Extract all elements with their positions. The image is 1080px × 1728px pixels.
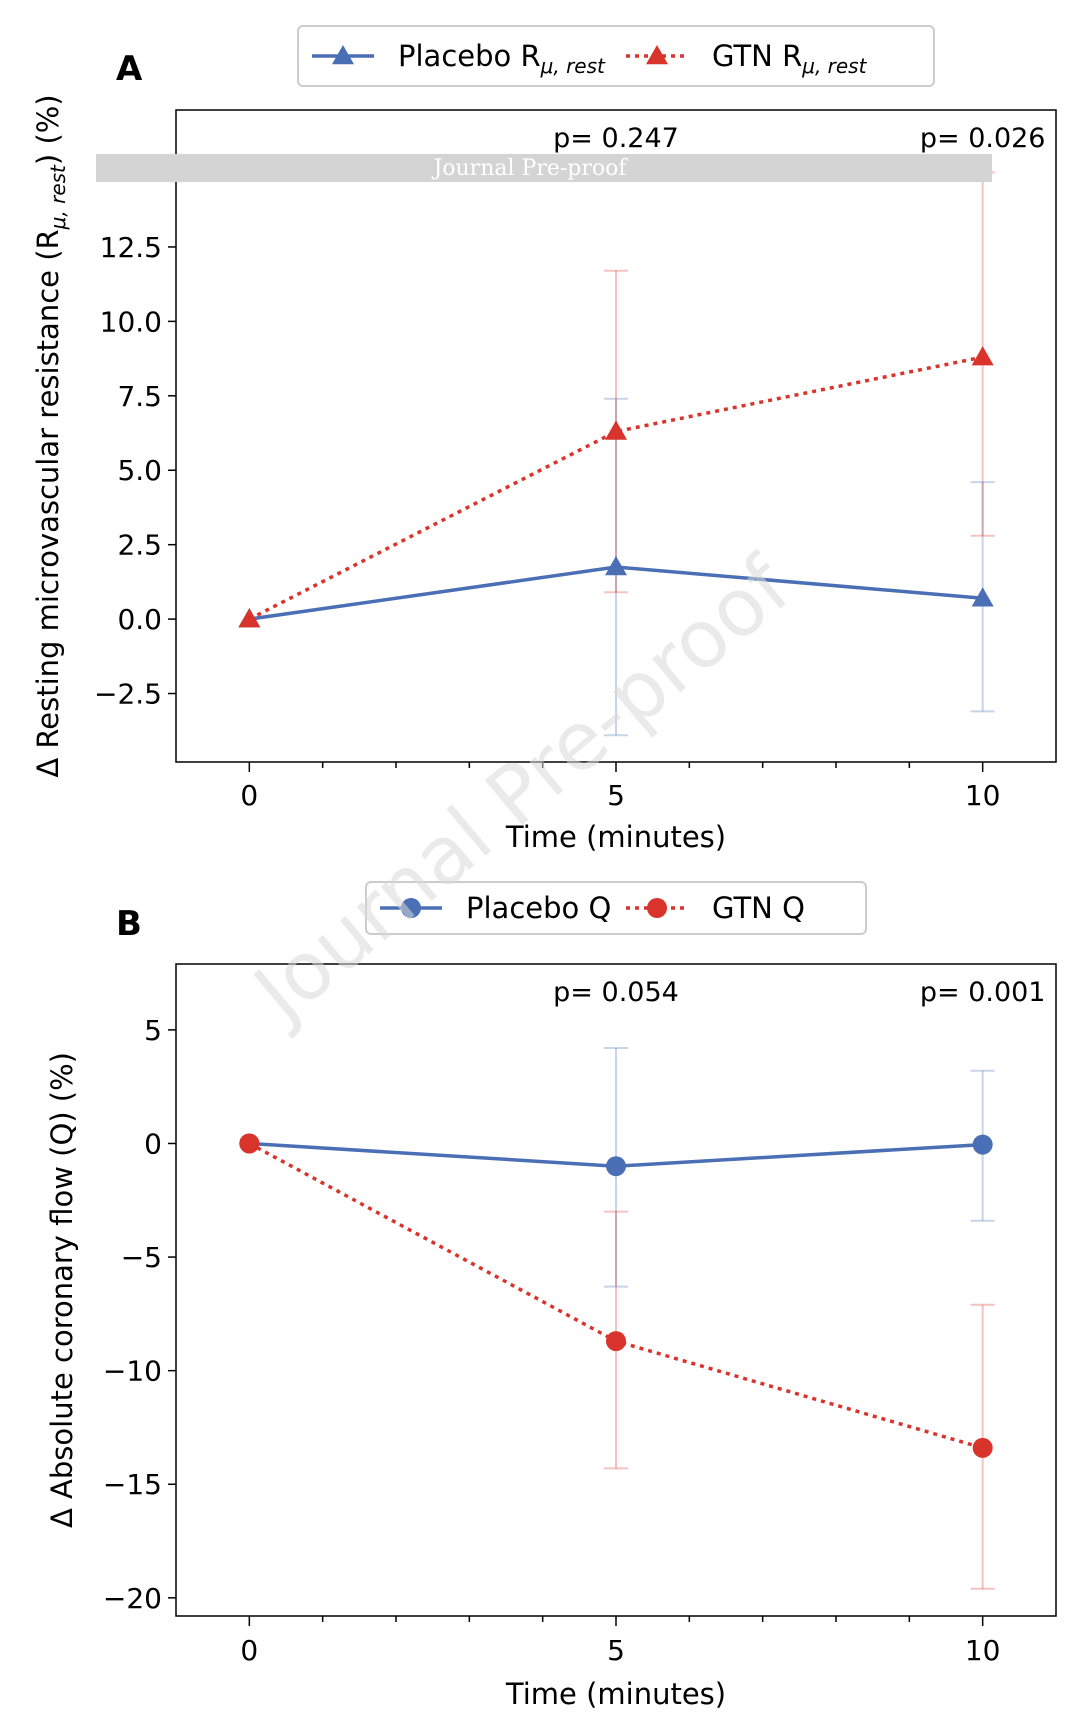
- data-point: [238, 608, 261, 628]
- y-tick-label: −15: [103, 1468, 162, 1501]
- legend-label: Placebo Q: [466, 891, 611, 925]
- y-tick-label: 10.0: [100, 305, 162, 338]
- y-tick-label: 12.5: [100, 231, 162, 264]
- preproof-banner: Journal Pre-proof: [96, 154, 992, 182]
- x-axis-label: Time (minutes): [505, 1677, 726, 1711]
- y-tick-label: 0: [144, 1127, 162, 1160]
- x-tick-label: 0: [240, 779, 258, 812]
- watermark-text: Journal Pre-proof: [233, 538, 808, 1042]
- legend-label: GTN Rμ, rest: [712, 39, 868, 78]
- chart-panel-b: B −20 −15 −10 −5 0 5 0 5 10 Time (minutes) Δ Absolu…: [45, 881, 1057, 1711]
- legend: Placebo Rμ, rest GTN Rμ, rest: [297, 25, 935, 87]
- legend-box: [297, 25, 935, 87]
- y-tick-label: −5: [121, 1241, 162, 1274]
- x-axis-label: Time (minutes): [505, 820, 726, 854]
- data-point: [971, 346, 994, 366]
- x-tick-label: 10: [965, 779, 1001, 812]
- chart-panel-a: A −2.5 0.0 2.5 5.0 7.5 10.0 12.5 0 5 10 Time (minut…: [31, 25, 1057, 854]
- data-point: [606, 1156, 626, 1177]
- data-point: [972, 1437, 993, 1458]
- data-point: [972, 1134, 993, 1155]
- legend: Placebo Q GTN Q: [365, 881, 867, 935]
- panel-letter: A: [116, 49, 143, 89]
- legend-marker: [647, 898, 667, 918]
- y-tick-label: 0.0: [117, 603, 162, 636]
- x-tick-label: 5: [607, 1634, 625, 1667]
- y-axis-label: Δ Absolute coronary flow (Q) (%): [45, 1052, 79, 1528]
- banner-bar: [96, 154, 992, 182]
- p-value-label: p= 0.247: [553, 123, 679, 154]
- y-tick-label: 5: [144, 1014, 162, 1047]
- x-tick-label: 5: [607, 779, 625, 812]
- y-tick-label: −2.5: [94, 678, 162, 711]
- legend-marker: [332, 45, 354, 65]
- y-axis-label: Δ Resting microvascular resistance (Rμ, …: [31, 94, 70, 777]
- p-value-label: p= 0.054: [553, 977, 679, 1008]
- y-tick-label: 7.5: [117, 380, 162, 413]
- legend-marker: [646, 45, 668, 65]
- y-tick-label: −20: [103, 1582, 162, 1615]
- legend-label: GTN Q: [712, 891, 805, 925]
- legend-marker: [401, 898, 421, 918]
- p-value-label: p= 0.001: [920, 977, 1046, 1008]
- data-point: [239, 1133, 260, 1154]
- p-value-label: p= 0.026: [920, 123, 1046, 154]
- data-point: [605, 420, 627, 440]
- y-tick-label: 5.0: [117, 454, 162, 487]
- y-tick-label: 2.5: [117, 529, 162, 562]
- banner-text: Journal Pre-proof: [431, 156, 628, 181]
- legend-label: Placebo Rμ, rest: [398, 39, 606, 78]
- x-tick-label: 0: [240, 1634, 258, 1667]
- panel-letter: B: [116, 904, 142, 944]
- data-point: [605, 555, 627, 576]
- data-point: [606, 1331, 626, 1352]
- x-tick-label: 10: [965, 1634, 1001, 1667]
- data-point: [971, 587, 994, 607]
- y-tick-label: −10: [103, 1355, 162, 1388]
- series-line: [248, 355, 984, 621]
- legend-box: [365, 881, 867, 935]
